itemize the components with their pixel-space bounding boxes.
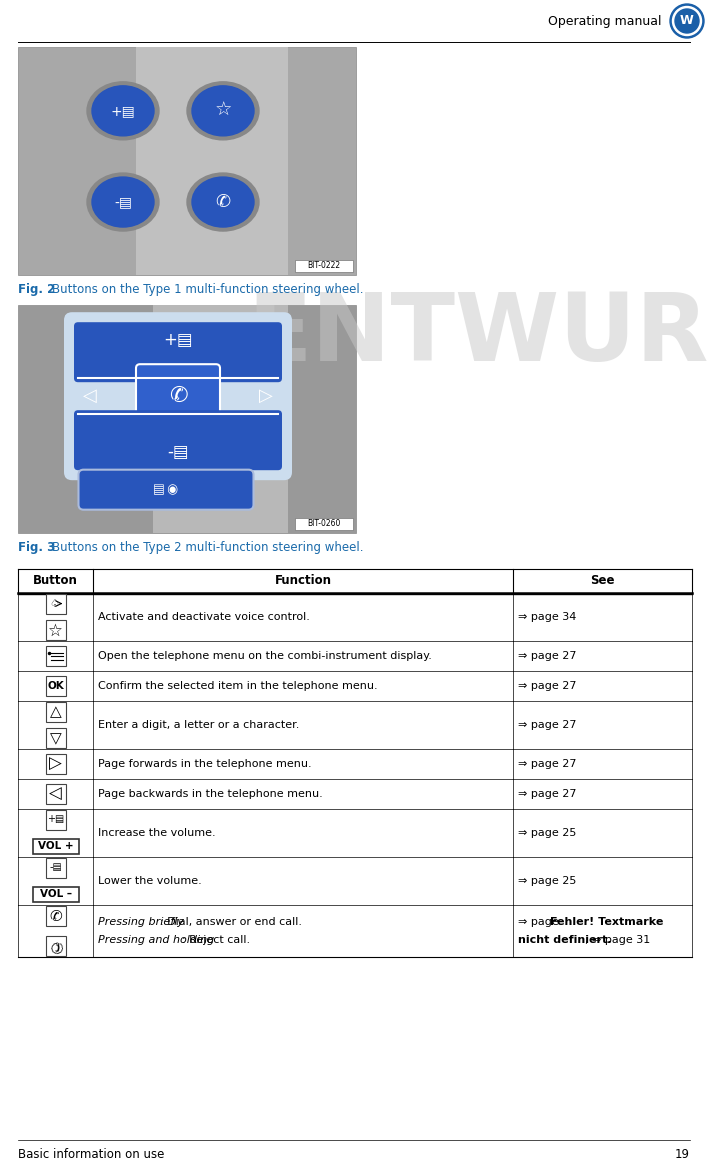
Text: Pressing briefly: Pressing briefly bbox=[98, 916, 184, 927]
Text: -▤: -▤ bbox=[167, 443, 189, 462]
Text: Fehler! Textmarke: Fehler! Textmarke bbox=[550, 916, 663, 927]
Text: Pressing and holding: Pressing and holding bbox=[98, 935, 215, 945]
Circle shape bbox=[673, 7, 702, 35]
Bar bbox=[45, 858, 66, 878]
Ellipse shape bbox=[87, 82, 159, 140]
Text: ✆: ✆ bbox=[215, 193, 231, 212]
Text: +▤: +▤ bbox=[110, 103, 135, 118]
Text: : Dial, answer or end call.: : Dial, answer or end call. bbox=[160, 916, 305, 927]
Text: Lower the volume.: Lower the volume. bbox=[98, 877, 202, 886]
Ellipse shape bbox=[92, 177, 154, 227]
Bar bbox=[137, 47, 288, 275]
Text: ▽: ▽ bbox=[50, 731, 62, 746]
Bar bbox=[153, 306, 288, 533]
Text: ▷: ▷ bbox=[49, 756, 62, 773]
Text: Confirm the selected item in the telephone menu.: Confirm the selected item in the telepho… bbox=[98, 682, 377, 691]
Text: ⇒ page: ⇒ page bbox=[518, 916, 562, 927]
Text: Page backwards in the telephone menu.: Page backwards in the telephone menu. bbox=[98, 788, 323, 799]
Text: ⇒ page 27: ⇒ page 27 bbox=[518, 788, 576, 799]
Text: ♤: ♤ bbox=[50, 598, 59, 609]
Text: : Reject call.: : Reject call. bbox=[182, 935, 250, 945]
Text: Basic information on use: Basic information on use bbox=[18, 1148, 164, 1162]
Bar bbox=[45, 646, 66, 666]
Circle shape bbox=[675, 9, 699, 33]
Text: Buttons on the Type 2 multi-function steering wheel.: Buttons on the Type 2 multi-function ste… bbox=[52, 540, 363, 553]
FancyBboxPatch shape bbox=[79, 470, 253, 510]
Text: ENTWURF: ENTWURF bbox=[247, 289, 708, 381]
Ellipse shape bbox=[92, 86, 154, 136]
Text: BIT-0260: BIT-0260 bbox=[307, 519, 341, 529]
Bar bbox=[45, 935, 66, 955]
Ellipse shape bbox=[187, 82, 259, 140]
Text: ⇒ page 34: ⇒ page 34 bbox=[518, 612, 576, 622]
Text: nicht definiert.: nicht definiert. bbox=[518, 935, 612, 945]
Text: VOL –: VOL – bbox=[40, 889, 72, 899]
Bar bbox=[45, 676, 66, 696]
Text: ✆: ✆ bbox=[49, 909, 62, 924]
Text: ☆: ☆ bbox=[215, 101, 232, 120]
Bar bbox=[45, 784, 66, 804]
FancyBboxPatch shape bbox=[64, 313, 292, 481]
Text: OK: OK bbox=[47, 682, 64, 691]
Bar bbox=[18, 47, 356, 275]
Bar bbox=[45, 701, 66, 721]
Text: ◁: ◁ bbox=[83, 388, 97, 405]
Text: ✆: ✆ bbox=[169, 387, 188, 407]
Bar bbox=[33, 887, 79, 902]
Bar bbox=[45, 593, 66, 613]
Text: +▤: +▤ bbox=[47, 813, 64, 824]
Text: VOL +: VOL + bbox=[38, 841, 74, 852]
Text: Button: Button bbox=[33, 575, 78, 588]
Bar bbox=[295, 260, 353, 271]
Bar bbox=[45, 810, 66, 830]
Text: Activate and deactivate voice control.: Activate and deactivate voice control. bbox=[98, 612, 310, 622]
Circle shape bbox=[670, 4, 704, 38]
Bar bbox=[45, 906, 66, 926]
Text: △: △ bbox=[50, 704, 62, 719]
Text: ⇒ page 27: ⇒ page 27 bbox=[518, 759, 576, 768]
Text: ⇒ page 27: ⇒ page 27 bbox=[518, 651, 576, 662]
Bar bbox=[295, 518, 353, 530]
Ellipse shape bbox=[187, 173, 259, 231]
Text: Fig. 2: Fig. 2 bbox=[18, 282, 59, 295]
Bar bbox=[45, 620, 66, 640]
FancyBboxPatch shape bbox=[136, 364, 220, 428]
Text: ⇒ page 27: ⇒ page 27 bbox=[518, 682, 576, 691]
Text: See: See bbox=[590, 575, 615, 588]
Text: ☆: ☆ bbox=[48, 622, 63, 639]
Text: Operating manual: Operating manual bbox=[549, 14, 662, 27]
Bar bbox=[18, 306, 356, 533]
Bar bbox=[33, 839, 79, 854]
FancyBboxPatch shape bbox=[74, 322, 282, 382]
Text: +▤: +▤ bbox=[163, 331, 193, 349]
Text: ▷: ▷ bbox=[259, 388, 273, 405]
Text: Enter a digit, a letter or a character.: Enter a digit, a letter or a character. bbox=[98, 720, 299, 730]
Ellipse shape bbox=[87, 173, 159, 231]
Text: ◁: ◁ bbox=[49, 785, 62, 803]
Text: ⇒ page 25: ⇒ page 25 bbox=[518, 828, 576, 838]
FancyBboxPatch shape bbox=[74, 410, 282, 470]
Text: ⇒ page 27: ⇒ page 27 bbox=[518, 720, 576, 730]
Text: Increase the volume.: Increase the volume. bbox=[98, 828, 216, 838]
Text: Open the telephone menu on the combi-instrument display.: Open the telephone menu on the combi-ins… bbox=[98, 651, 432, 662]
Text: Fig. 3: Fig. 3 bbox=[18, 540, 59, 553]
Bar bbox=[45, 754, 66, 774]
Text: Buttons on the Type 1 multi-function steering wheel.: Buttons on the Type 1 multi-function ste… bbox=[52, 282, 363, 295]
Text: Function: Function bbox=[275, 575, 331, 588]
Text: ⇒ page 25: ⇒ page 25 bbox=[518, 877, 576, 886]
Text: ✆: ✆ bbox=[47, 936, 64, 955]
Text: -▤: -▤ bbox=[49, 861, 62, 872]
Text: W: W bbox=[680, 14, 694, 27]
Ellipse shape bbox=[192, 177, 254, 227]
Text: -▤: -▤ bbox=[114, 195, 132, 209]
Bar bbox=[45, 728, 66, 748]
Text: Page forwards in the telephone menu.: Page forwards in the telephone menu. bbox=[98, 759, 312, 768]
Ellipse shape bbox=[192, 86, 254, 136]
Text: ▤ ◉: ▤ ◉ bbox=[154, 483, 178, 496]
Text: , ⇒ page 31: , ⇒ page 31 bbox=[586, 935, 651, 945]
Text: BIT-0222: BIT-0222 bbox=[307, 262, 341, 270]
Text: 19: 19 bbox=[675, 1148, 690, 1162]
